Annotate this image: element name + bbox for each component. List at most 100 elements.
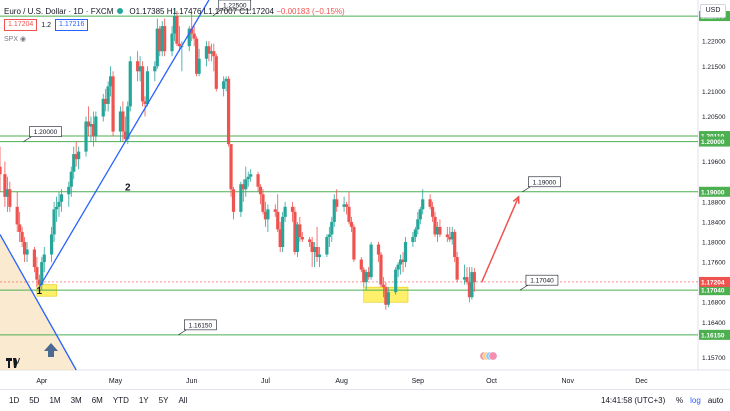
candle <box>384 287 388 305</box>
candle <box>94 116 98 137</box>
candle <box>376 244 381 255</box>
candle <box>315 247 319 258</box>
timeframe-button-5y[interactable]: 5Y <box>158 396 169 405</box>
candle <box>74 154 78 160</box>
candle <box>239 184 243 212</box>
spread-value: 1.2 <box>41 21 52 29</box>
candle <box>136 61 140 72</box>
time-tick-label: May <box>109 378 123 385</box>
projection-arrow[interactable] <box>481 196 520 283</box>
candle <box>369 244 373 278</box>
candle <box>290 206 295 212</box>
candle <box>249 174 253 177</box>
candle <box>123 131 127 140</box>
indicator-label[interactable]: SPX <box>4 36 19 43</box>
clock[interactable]: 14:41:58 (UTC+3) <box>601 396 666 405</box>
candle <box>35 267 39 280</box>
trend-lines[interactable] <box>0 0 520 371</box>
buy-price-button[interactable]: 1.17216 <box>55 19 89 31</box>
candle <box>231 189 236 212</box>
timeframe-button-3m[interactable]: 3M <box>70 396 82 405</box>
price-tick-label: 1.21500 <box>702 64 726 71</box>
candle <box>399 259 403 265</box>
horizontal-levels[interactable] <box>0 15 698 336</box>
callout-leader <box>23 136 32 142</box>
candle <box>57 201 61 207</box>
timeframe-button-1m[interactable]: 1M <box>49 396 61 405</box>
candle <box>433 216 437 235</box>
candle <box>246 176 250 180</box>
indicator-row: SPX ◉ <box>4 35 26 43</box>
candle <box>261 194 265 212</box>
level-price-label: 1.17040 <box>701 288 725 295</box>
candle <box>278 229 282 248</box>
percent-scale-button[interactable]: % <box>676 396 684 405</box>
candle <box>344 204 349 207</box>
price-axis[interactable]: 1.22000 1.21500 1.21000 1.20500 1.19600 1.188… <box>699 11 730 362</box>
candle <box>101 98 105 117</box>
timeframe-button-all[interactable]: All <box>178 396 188 405</box>
time-axis[interactable]: Apr May Jun Jul Aug Sep Oct Nov Dec <box>36 351 648 385</box>
price-tick-label: 1.22000 <box>702 39 726 46</box>
candle <box>330 221 334 235</box>
callout-box <box>525 274 559 286</box>
candle <box>50 234 54 255</box>
timeframe-button-ytd[interactable]: YTD <box>112 396 129 405</box>
arrow-head-icon <box>512 195 520 204</box>
chart-legend: Euro / U.S. Dollar · 1D · FXCM O1.17385 … <box>4 5 345 17</box>
candle <box>138 66 142 72</box>
price-tick-label: 1.18400 <box>702 219 726 226</box>
timeframe-button-1d[interactable]: 1D <box>9 396 20 405</box>
quote-row: 1.17204 1.2 1.17216 <box>4 19 89 31</box>
candle <box>143 101 147 104</box>
auto-scale-button[interactable]: auto <box>707 396 724 405</box>
price-tick-label: 1.16400 <box>702 320 726 327</box>
event-flag-icon[interactable] <box>488 351 498 361</box>
candle <box>308 239 312 242</box>
timeframe-button-1y[interactable]: 1Y <box>138 396 149 405</box>
candle <box>403 241 408 263</box>
channel-line[interactable] <box>0 234 77 371</box>
trend-line[interactable] <box>38 0 210 288</box>
open-value: O1.17385 <box>129 6 165 16</box>
callout-box <box>184 319 217 331</box>
time-tick-label: Sep <box>412 378 425 385</box>
annotations: 1 2 1.22500 1.20000 1.19000 1.17040 1.16150 <box>23 0 561 357</box>
candle <box>335 199 339 207</box>
symbol-title[interactable]: Euro / U.S. Dollar · 1D · FXCM <box>4 6 114 16</box>
market-status-icon <box>117 8 124 14</box>
candle <box>8 189 12 207</box>
timeframe-button-6m[interactable]: 6M <box>91 396 103 405</box>
bottom-toolbar: 1D 5D 1M 3M 6M YTD 1Y 5Y All 14:41:58 (UTC+3) % … <box>0 389 730 411</box>
price-tick-label: 1.21000 <box>702 89 726 96</box>
candle <box>281 216 285 248</box>
candle <box>54 206 59 210</box>
candle <box>145 71 150 104</box>
time-tick-label: Jun <box>186 378 197 385</box>
candle <box>195 38 199 74</box>
price-tick-label: 1.15700 <box>702 355 726 362</box>
sell-price-button[interactable]: 1.17204 <box>4 19 38 31</box>
candle <box>359 259 363 270</box>
candle <box>263 211 268 220</box>
close-value: C1.17204 <box>239 6 274 16</box>
timeframe-buttons: 1D 5D 1M 3M 6M YTD 1Y 5Y All <box>4 396 192 405</box>
candle <box>32 249 37 268</box>
candle <box>153 66 157 72</box>
candle <box>332 199 336 222</box>
candle <box>396 264 400 270</box>
highlight-zones <box>36 284 409 303</box>
eye-icon[interactable]: ◉ <box>19 36 27 43</box>
callout-box <box>528 176 561 188</box>
candle <box>118 111 123 132</box>
timeframe-button-5d[interactable]: 5D <box>29 396 40 405</box>
candle <box>401 259 405 263</box>
log-scale-button[interactable]: log <box>690 396 701 405</box>
candle <box>342 204 346 207</box>
time-tick-label: Apr <box>36 378 48 385</box>
candle <box>467 282 472 298</box>
level-price-tag <box>699 285 730 296</box>
currency-button[interactable]: USD <box>700 4 726 18</box>
price-tick-label: 1.16800 <box>702 300 726 307</box>
